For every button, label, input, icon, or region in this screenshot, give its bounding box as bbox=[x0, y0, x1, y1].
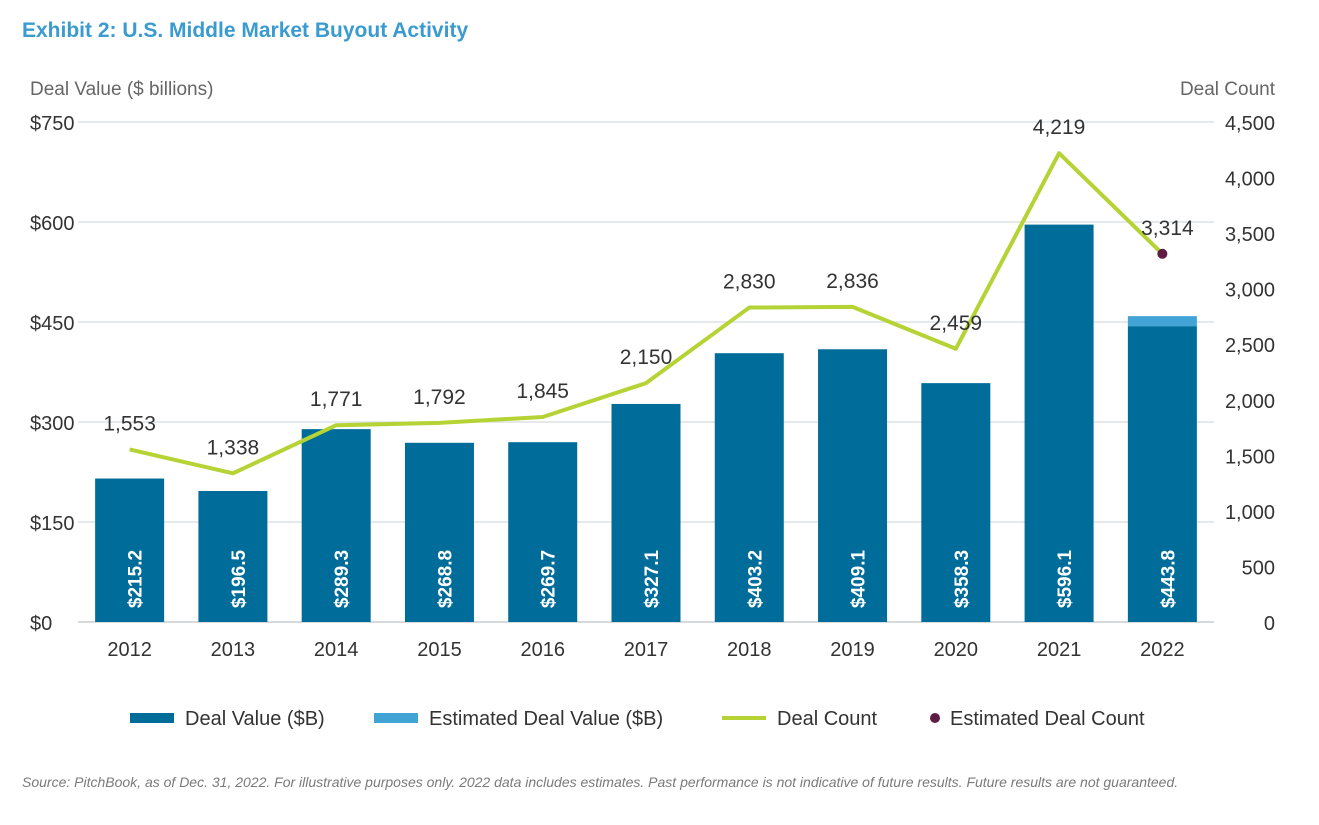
bar-data-label: $215.2 bbox=[126, 550, 147, 608]
source-note: Source: PitchBook, as of Dec. 31, 2022. … bbox=[22, 774, 1179, 790]
line-data-label: 2,836 bbox=[826, 270, 879, 293]
bar-deal-value bbox=[611, 403, 681, 622]
bar-deal-value bbox=[1127, 326, 1197, 622]
line-deal-count bbox=[129, 151, 1164, 476]
y2-tick-label: 4,500 bbox=[1225, 113, 1275, 135]
y-tick-label: $450 bbox=[30, 313, 75, 335]
bar-deal-value bbox=[921, 383, 991, 622]
legend-label: Deal Value ($B) bbox=[185, 708, 325, 730]
bar-data-label: $196.5 bbox=[229, 550, 250, 609]
x-tick-label: 2022 bbox=[1140, 639, 1185, 661]
x-tick-label: 2013 bbox=[211, 639, 256, 661]
y-tick-label: $0 bbox=[30, 613, 52, 635]
x-tick-label: 2015 bbox=[417, 639, 462, 661]
bar-deal-value bbox=[818, 349, 888, 622]
x-tick-label: 2016 bbox=[520, 639, 565, 661]
bar-deal-value bbox=[1024, 224, 1094, 622]
y2-tick-label: 1,500 bbox=[1225, 446, 1275, 468]
y-axis-title: Deal Value ($ billions) bbox=[30, 79, 213, 100]
chart: Deal Value ($ billions) Deal Count $0 $150 $… bbox=[30, 79, 1276, 730]
x-tick-label: 2018 bbox=[727, 639, 772, 661]
bar-estimated-deal-value bbox=[1127, 316, 1197, 327]
bar-data-label: $443.8 bbox=[1158, 550, 1179, 608]
y2-axis-title: Deal Count bbox=[1180, 79, 1276, 100]
y2-tick-label: 0 bbox=[1264, 613, 1275, 635]
y-tick-label: $150 bbox=[30, 513, 75, 535]
line-data-label: 1,845 bbox=[516, 380, 569, 403]
y2-tick-label: 3,000 bbox=[1225, 280, 1275, 302]
line-data-label: 1,553 bbox=[103, 412, 156, 435]
x-tick-label: 2014 bbox=[314, 639, 359, 661]
bar-data-label: $289.3 bbox=[332, 550, 353, 608]
chart-title: Exhibit 2: U.S. Middle Market Buyout Act… bbox=[22, 19, 469, 42]
bar-deal-value bbox=[714, 353, 784, 622]
line-data-label: 4,219 bbox=[1033, 116, 1086, 139]
bar-deal-value bbox=[95, 478, 165, 622]
y-tick-label: $600 bbox=[30, 213, 75, 235]
y2-tick-label: 2,000 bbox=[1225, 391, 1275, 413]
x-tick-label: 2017 bbox=[624, 639, 669, 661]
y2-tick-label: 1,000 bbox=[1225, 502, 1275, 524]
legend-label: Estimated Deal Value ($B) bbox=[429, 708, 663, 730]
legend-swatch bbox=[130, 713, 174, 723]
y2-tick-label: 4,000 bbox=[1225, 169, 1275, 191]
y-tick-label: $750 bbox=[30, 113, 75, 135]
bar-data-label: $403.2 bbox=[745, 550, 766, 608]
line-data-label: 3,314 bbox=[1141, 217, 1194, 240]
bar-data-label: $327.1 bbox=[642, 550, 663, 609]
line-data-label: 1,338 bbox=[207, 436, 260, 459]
legend-swatch bbox=[930, 713, 940, 723]
bar-data-label: $409.1 bbox=[849, 550, 870, 609]
y2-tick-label: 3,500 bbox=[1225, 224, 1275, 246]
x-tick-label: 2020 bbox=[934, 639, 979, 661]
y2-tick-label: 2,500 bbox=[1225, 335, 1275, 357]
bar-deal-value bbox=[301, 429, 371, 622]
bar-data-label: $269.7 bbox=[539, 550, 560, 608]
bar-data-label: $596.1 bbox=[1055, 550, 1076, 609]
line-data-label: 2,459 bbox=[930, 312, 983, 335]
legend-swatch bbox=[374, 713, 418, 723]
bar-deal-value bbox=[198, 491, 268, 622]
x-tick-label: 2012 bbox=[107, 639, 152, 661]
bar-data-label: $268.8 bbox=[435, 550, 456, 608]
point-estimated-deal-count bbox=[1157, 248, 1168, 259]
y-tick-label: $300 bbox=[30, 413, 75, 435]
line-data-label: 2,150 bbox=[620, 346, 673, 369]
line-data-label: 1,771 bbox=[310, 388, 363, 411]
legend-label: Estimated Deal Count bbox=[950, 708, 1145, 730]
legend-label: Deal Count bbox=[777, 708, 878, 730]
line-data-label: 2,830 bbox=[723, 271, 776, 294]
x-tick-label: 2021 bbox=[1037, 639, 1082, 661]
bar-deal-value bbox=[508, 442, 578, 622]
bar-deal-value bbox=[404, 442, 474, 622]
y2-tick-label: 500 bbox=[1242, 557, 1275, 579]
bar-data-label: $358.3 bbox=[952, 550, 973, 608]
x-tick-label: 2019 bbox=[830, 639, 875, 661]
line-data-label: 1,792 bbox=[413, 386, 466, 409]
